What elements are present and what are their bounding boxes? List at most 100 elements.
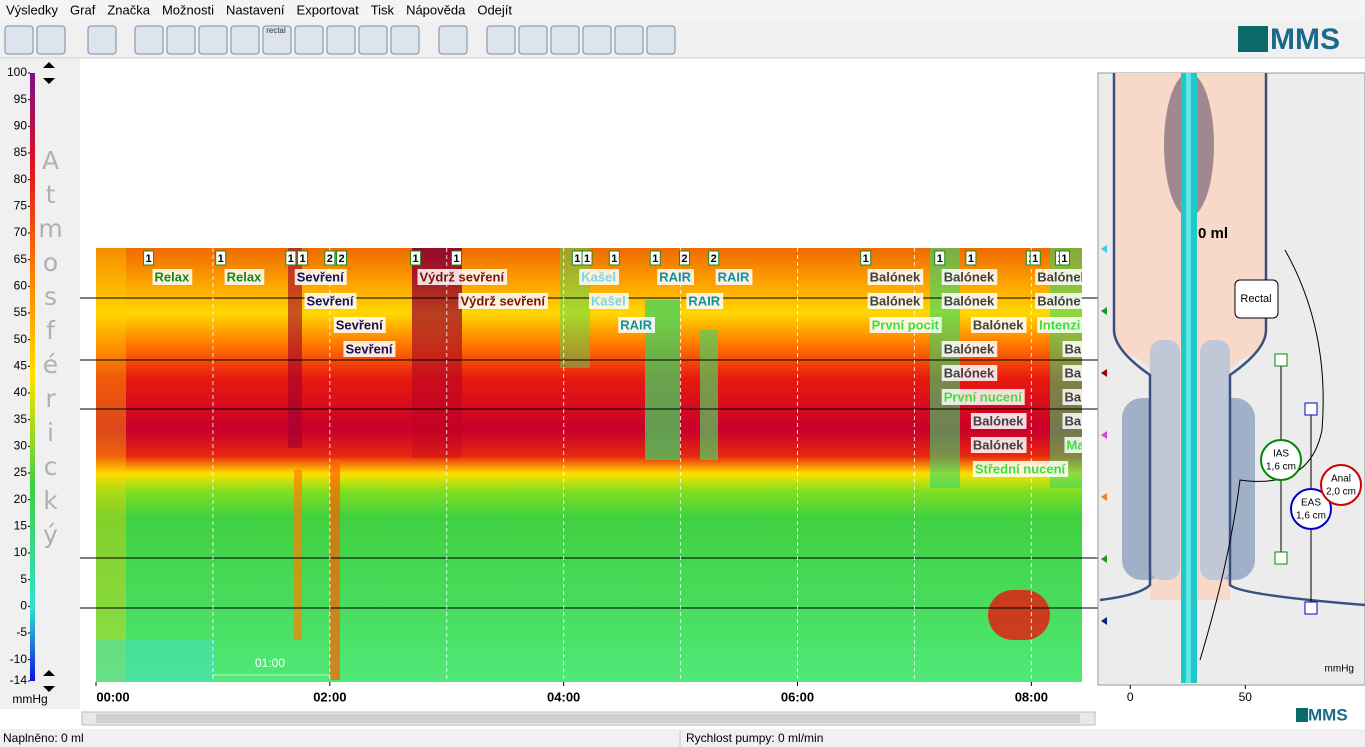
eas-name: EAS: [1301, 498, 1321, 509]
scale-tick-label: 50: [14, 332, 28, 346]
annotation: Balóne: [1037, 293, 1080, 308]
scale-tick-label: 70: [14, 225, 28, 239]
annotation-bg: [417, 269, 508, 285]
event-marker-label: 1: [1061, 253, 1067, 265]
overview-label: 01:00: [255, 656, 285, 670]
logo: MMS: [1270, 23, 1340, 56]
menu-item[interactable]: Možnosti: [162, 2, 214, 17]
toolbar-button[interactable]: [614, 25, 644, 55]
event-marker: [581, 250, 593, 266]
status-bar: [0, 729, 1365, 747]
annotation-bg: [1062, 389, 1082, 405]
scale-tick-label: 20: [14, 492, 28, 506]
toolbar-button[interactable]: [550, 25, 580, 55]
menu-item[interactable]: Výsledky: [6, 2, 59, 17]
toolbar-button[interactable]: [582, 25, 612, 55]
x-tick-label: 00:00: [96, 689, 129, 704]
menu-item[interactable]: Tisk: [371, 2, 395, 17]
annotation: Intenzi: [1039, 317, 1080, 332]
toolbar-button[interactable]: [486, 25, 516, 55]
event-marker-label: 1: [611, 253, 617, 265]
scale-tick-label: 90: [14, 119, 28, 133]
annotation: Ma: [1066, 437, 1085, 452]
annotation: Kašel: [591, 293, 626, 308]
toolbar-button[interactable]: [87, 25, 117, 55]
annotation-bg: [343, 341, 396, 357]
annotation: Balónek: [870, 269, 921, 284]
event-marker-label: 2: [338, 253, 344, 265]
menu-item[interactable]: Značka: [107, 2, 150, 17]
annotation-bg: [686, 293, 724, 309]
annotation: Balónek: [944, 341, 995, 356]
event-marker: [215, 250, 227, 266]
toolbar-button[interactable]: [438, 25, 468, 55]
menu-bar: [0, 0, 1365, 22]
scale-tick-label: 65: [14, 252, 28, 266]
annotation-bg: [294, 269, 347, 285]
toolbar-button[interactable]: [198, 25, 228, 55]
annotation-bg: [224, 269, 265, 285]
annotation-bg: [970, 437, 1027, 453]
annotation: Sevření: [345, 341, 392, 356]
menu-item[interactable]: Nápověda: [406, 2, 466, 17]
toolbar-button[interactable]: [518, 25, 548, 55]
toolbar-button[interactable]: [294, 25, 324, 55]
scale-tick-label: 100: [7, 65, 27, 79]
annotation: Ba: [1065, 365, 1082, 380]
toolbar-button[interactable]: [326, 25, 356, 55]
toolbar-button[interactable]: [134, 25, 164, 55]
annotation-bg: [152, 269, 193, 285]
event-marker-label: 2: [327, 253, 333, 265]
menu-item[interactable]: Exportovat: [297, 2, 360, 17]
toolbar-icon-label: rectal: [266, 26, 286, 35]
annotation-bg: [715, 269, 753, 285]
annotation: První pocit: [872, 317, 940, 332]
annotation-bg: [579, 269, 619, 285]
menu-item[interactable]: Graf: [70, 2, 96, 17]
scale-tick-label: 75: [14, 199, 28, 213]
eas-length: 1,6 cm: [1296, 511, 1326, 522]
annotation-bg: [458, 293, 548, 309]
annotation: Balónek: [973, 317, 1024, 332]
scale-tick-label: 80: [14, 172, 28, 186]
event-marker: [285, 250, 297, 266]
event-marker: [678, 250, 690, 266]
annotation: Balónek: [973, 413, 1024, 428]
toolbar-button[interactable]: [4, 25, 34, 55]
event-marker-label: 1: [863, 253, 869, 265]
event-marker-label: 1: [584, 253, 590, 265]
toolbar-button[interactable]: [36, 25, 66, 55]
toolbar-button[interactable]: [166, 25, 196, 55]
event-marker-label: 1: [1032, 253, 1038, 265]
annotation: Sevření: [297, 269, 344, 284]
toolbar-button[interactable]: [358, 25, 388, 55]
annotation-bg: [941, 389, 1025, 405]
event-marker-label: 1: [453, 253, 459, 265]
annotation: Balónek: [944, 365, 995, 380]
volume: 0 ml: [1198, 225, 1228, 242]
toolbar-button[interactable]: [230, 25, 260, 55]
annotation-bg: [972, 461, 1069, 477]
menu-item[interactable]: Odejít: [477, 2, 512, 17]
annotation-bg: [941, 293, 998, 309]
toolbar-button[interactable]: [262, 25, 292, 55]
plot-overlay: 01:00111122111111221111111RelaxRelaxSevř…: [143, 248, 1085, 682]
event-marker: [708, 250, 720, 266]
event-marker-label: 1: [574, 253, 580, 265]
toolbar-button[interactable]: [390, 25, 420, 55]
event-marker: [450, 250, 462, 266]
status-filled: Naplněno: 0 ml: [3, 731, 84, 745]
event-marker-label: 2: [681, 253, 687, 265]
annotation-bg: [657, 269, 694, 285]
event-marker-label: 1: [218, 253, 224, 265]
annotation: Sevření: [307, 293, 354, 308]
annotation: Balónek: [944, 269, 995, 284]
event-marker: [410, 250, 422, 266]
annotation: Sevření: [336, 317, 383, 332]
toolbar-button[interactable]: [646, 25, 676, 55]
menu-item[interactable]: Nastavení: [226, 2, 285, 17]
annotation-bg: [304, 293, 357, 309]
scroll-thumb[interactable]: [96, 714, 1080, 723]
event-marker: [143, 250, 155, 266]
